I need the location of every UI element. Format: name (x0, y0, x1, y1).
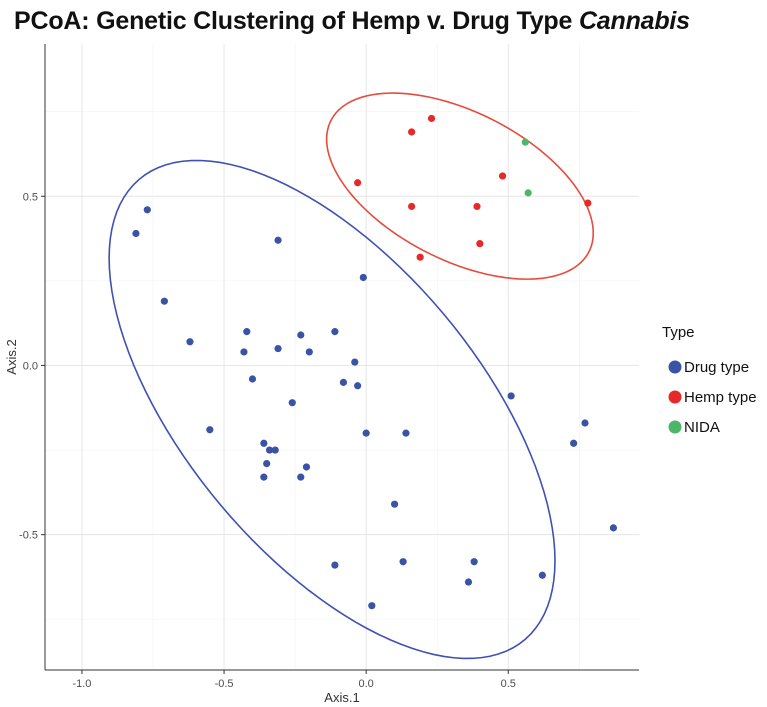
point-drug-type (260, 439, 268, 447)
point-drug-type (538, 571, 546, 579)
point-drug-type (143, 206, 151, 214)
point-drug-type (260, 473, 268, 481)
point-drug-type (248, 375, 257, 383)
point-drug-type (274, 236, 282, 244)
point-nida (521, 138, 529, 146)
point-drug-type (331, 328, 339, 336)
x-axis-title: Axis.1 (324, 690, 359, 705)
point-drug-type (302, 463, 311, 471)
ellipse-hemp-type (325, 92, 595, 280)
legend-key-nida (668, 420, 682, 434)
point-drug-type (359, 273, 367, 282)
point-drug-type (186, 338, 194, 346)
point-drug-type (368, 602, 376, 610)
plot-background (45, 44, 639, 670)
point-hemp-type (354, 179, 362, 187)
confidence-ellipses (108, 92, 595, 660)
point-drug-type (339, 378, 348, 386)
x-tick-label: 0.0 (359, 678, 374, 690)
y-tick-label: 0.5 (23, 191, 38, 203)
point-drug-type (297, 473, 305, 481)
point-drug-type (297, 331, 305, 339)
plot-panel (45, 44, 639, 670)
point-drug-type (399, 558, 407, 566)
point-hemp-type (416, 253, 424, 261)
point-drug-type (263, 459, 271, 468)
point-drug-type (354, 382, 362, 390)
point-drug-type (402, 429, 410, 437)
chart-title: PCoA: Genetic Clustering of Hemp v. Drug… (14, 7, 690, 36)
legend-title: Type (662, 324, 695, 341)
point-drug-type (265, 446, 274, 454)
point-drug-type (243, 328, 251, 336)
point-drug-type (351, 358, 359, 366)
point-drug-type (390, 500, 399, 508)
legend-label-nida: NIDA (684, 419, 720, 436)
y-axis-title: Axis.2 (4, 339, 19, 374)
legend: Type Drug type Hemp type NIDA (662, 324, 757, 436)
x-tick-label: -0.5 (215, 678, 234, 690)
point-drug-type (305, 348, 313, 356)
point-drug-type (362, 429, 370, 437)
point-drug-type (470, 558, 478, 566)
legend-key-hemp-type (668, 390, 682, 404)
legend-label-drug-type: Drug type (684, 359, 749, 376)
point-drug-type (288, 399, 296, 407)
point-drug-type (609, 524, 618, 532)
chart-title-main: PCoA: Genetic Clustering of Hemp v. Drug… (14, 7, 579, 35)
point-drug-type (240, 348, 248, 356)
point-hemp-type (584, 199, 592, 207)
axes: -1.0 -0.5 0.0 0.5 -0.5 0.0 0.5 Axis.1 Axis.2 (4, 44, 639, 705)
point-hemp-type (473, 202, 481, 211)
x-tick-label: -1.0 (72, 678, 91, 690)
legend-label-hemp-type: Hemp type (684, 389, 757, 406)
point-drug-type (132, 229, 140, 238)
point-drug-type (570, 439, 578, 447)
chart-title-italic: Cannabis (578, 7, 690, 35)
point-hemp-type (498, 172, 507, 180)
point-hemp-type (408, 202, 416, 211)
data-points (132, 114, 618, 610)
point-drug-type (581, 419, 589, 427)
y-tick-label: 0.0 (23, 360, 38, 372)
point-drug-type (331, 561, 339, 569)
point-drug-type (206, 426, 214, 434)
point-drug-type (274, 344, 282, 353)
x-tick-label: 0.5 (501, 678, 516, 690)
point-nida (524, 189, 532, 197)
legend-key-drug-type (668, 360, 682, 374)
point-hemp-type (408, 128, 416, 136)
y-tick-label: -0.5 (19, 530, 38, 542)
point-drug-type (160, 297, 168, 305)
point-drug-type (271, 446, 279, 454)
point-hemp-type (476, 240, 484, 248)
point-drug-type (507, 392, 515, 400)
point-hemp-type (427, 114, 436, 123)
point-drug-type (464, 578, 473, 586)
ellipse-drug-type (108, 159, 556, 660)
grid-lines (45, 44, 639, 670)
